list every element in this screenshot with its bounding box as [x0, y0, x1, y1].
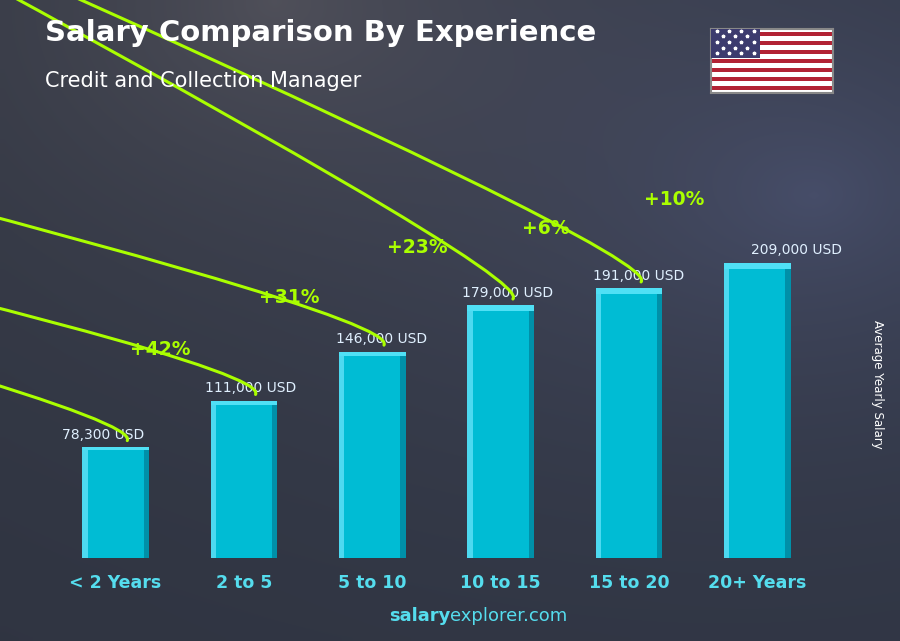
Text: 146,000 USD: 146,000 USD [337, 332, 428, 346]
Bar [339, 352, 345, 558]
Bar [82, 447, 149, 558]
Text: Average Yearly Salary: Average Yearly Salary [871, 320, 884, 449]
Text: Salary Comparison By Experience: Salary Comparison By Experience [45, 19, 596, 47]
Bar [711, 81, 832, 85]
Bar [82, 447, 149, 450]
Text: 209,000 USD: 209,000 USD [751, 244, 842, 257]
Bar [467, 305, 472, 558]
Bar [724, 263, 791, 558]
Text: +42%: +42% [130, 340, 191, 359]
Bar [211, 401, 216, 558]
Text: +31%: +31% [258, 288, 319, 306]
Bar [711, 46, 832, 50]
Text: Credit and Collection Manager: Credit and Collection Manager [45, 71, 361, 90]
Bar [711, 50, 832, 54]
Bar [711, 37, 832, 41]
Bar [657, 288, 662, 558]
Bar [596, 288, 601, 558]
Bar [82, 447, 87, 558]
Bar [339, 352, 406, 558]
Bar [724, 263, 729, 558]
Bar [711, 41, 832, 46]
Text: 111,000 USD: 111,000 USD [205, 381, 297, 395]
Text: 179,000 USD: 179,000 USD [463, 286, 554, 299]
Bar [711, 72, 832, 76]
Bar [528, 305, 534, 558]
Bar [786, 263, 791, 558]
FancyBboxPatch shape [711, 29, 760, 58]
Bar [711, 59, 832, 63]
Bar [711, 67, 832, 72]
Bar [711, 63, 832, 67]
Bar [724, 263, 791, 269]
Bar [711, 54, 832, 59]
Bar [144, 447, 149, 558]
Bar [596, 288, 662, 558]
Bar [400, 352, 406, 558]
Bar [339, 352, 406, 356]
Bar [711, 76, 832, 81]
Text: explorer.com: explorer.com [450, 607, 567, 625]
Text: 191,000 USD: 191,000 USD [593, 269, 684, 283]
Text: +10%: +10% [644, 190, 704, 210]
Bar [596, 288, 662, 294]
Bar [467, 305, 534, 311]
Text: 78,300 USD: 78,300 USD [62, 428, 144, 442]
Text: +6%: +6% [522, 219, 570, 238]
Bar [711, 85, 832, 90]
Text: salary: salary [389, 607, 450, 625]
Bar [211, 401, 277, 404]
Bar [272, 401, 277, 558]
Bar [467, 305, 534, 558]
Text: +23%: +23% [387, 238, 447, 257]
Bar [711, 32, 832, 37]
Bar [211, 401, 277, 558]
